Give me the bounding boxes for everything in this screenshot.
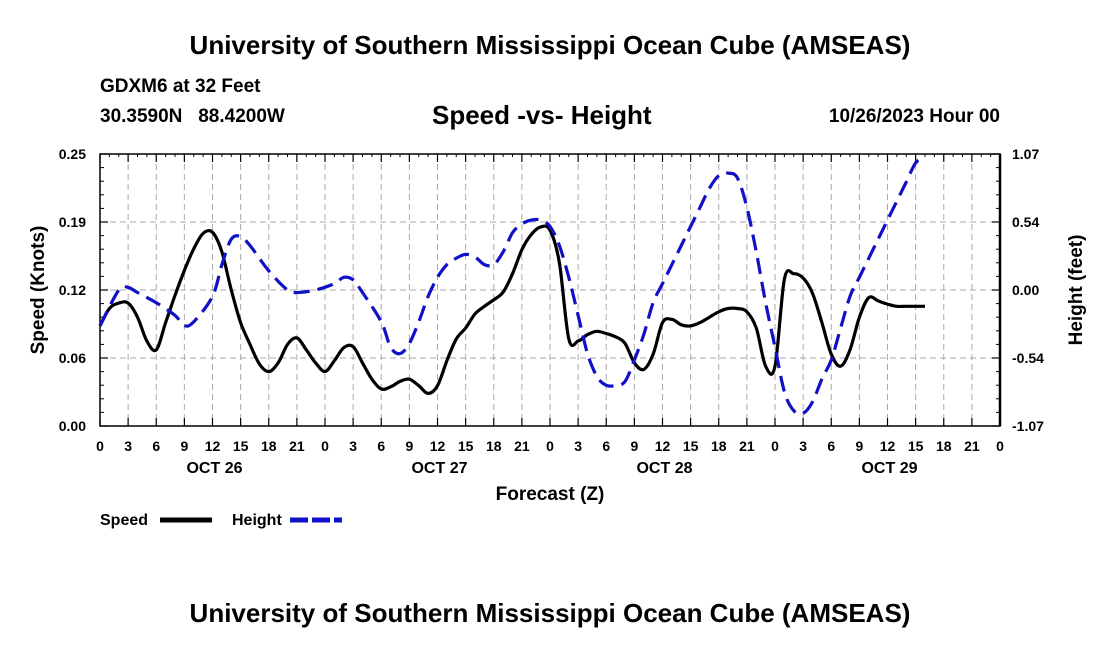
footer-title: University of Southern Mississippi Ocean… [189, 598, 911, 628]
grid [100, 154, 1000, 426]
x-tick-label: 0 [321, 438, 329, 454]
chart-title: Speed -vs- Height [432, 100, 652, 130]
x-tick-label: 6 [827, 438, 835, 454]
x-day-label: OCT 28 [636, 460, 692, 477]
y-tick-label: 0.12 [59, 282, 86, 298]
legend-height-label: Height [232, 512, 282, 529]
y-tick-label: 0.06 [59, 350, 86, 366]
x-tick-label: 9 [405, 438, 413, 454]
x-tick-label: 15 [908, 438, 924, 454]
x-tick-label: 9 [855, 438, 863, 454]
x-tick-label: 9 [630, 438, 638, 454]
legend-speed-label: Speed [100, 512, 148, 529]
speed-series-line [98, 224, 925, 395]
y-axis-title: Speed (Knots) [28, 226, 49, 355]
x-tick-label: 0 [546, 438, 554, 454]
x-tick-label: 3 [574, 438, 582, 454]
x-tick-label: 21 [739, 438, 755, 454]
x-tick-label: 3 [349, 438, 357, 454]
x-day-label: OCT 29 [861, 460, 917, 477]
axis-labels: 0 3 6 9 12 15 18 21 0 3 6 9 12 15 18 21 0 3 6 9 12 15 18 21 0 3 6 9… [28, 146, 1087, 505]
x-tick-label: 6 [602, 438, 610, 454]
x-tick-label: 15 [683, 438, 699, 454]
station-coordinates: 30.3590N 88.4200W [100, 106, 285, 127]
x-tick-label: 3 [799, 438, 807, 454]
x-tick-label: 12 [205, 438, 221, 454]
page-title: University of Southern Mississippi Ocean… [189, 30, 911, 60]
x-tick-label: 12 [880, 438, 896, 454]
x-tick-label: 21 [964, 438, 980, 454]
x-tick-label: 21 [514, 438, 530, 454]
y2-axis-title: Height (feet) [1066, 235, 1087, 346]
x-tick-label: 18 [936, 438, 952, 454]
axis-ticks [99, 153, 1002, 427]
x-tick-label: 6 [152, 438, 160, 454]
y2-tick-label: -0.54 [1012, 350, 1044, 366]
x-tick-label: 0 [96, 438, 104, 454]
station-label: GDXM6 at 32 Feet [100, 76, 261, 97]
x-axis-title: Forecast (Z) [496, 484, 605, 505]
x-tick-label: 18 [261, 438, 277, 454]
legend: Speed Height [100, 512, 342, 529]
x-tick-label: 21 [289, 438, 305, 454]
y2-tick-label: 0.54 [1012, 214, 1039, 230]
x-tick-label: 6 [377, 438, 385, 454]
height-series-line [98, 155, 926, 416]
series [98, 155, 926, 416]
y2-tick-label: 0.00 [1012, 282, 1039, 298]
x-tick-label: 3 [124, 438, 132, 454]
x-tick-label: 18 [486, 438, 502, 454]
x-tick-label: 12 [430, 438, 446, 454]
y-tick-label: 0.19 [59, 214, 86, 230]
x-tick-label: 0 [771, 438, 779, 454]
x-tick-label: 12 [655, 438, 671, 454]
x-day-label: OCT 27 [411, 460, 467, 477]
x-tick-label: 0 [996, 438, 1004, 454]
y-tick-label: 0.00 [59, 418, 86, 434]
x-day-label: OCT 26 [186, 460, 242, 477]
y2-tick-label: -1.07 [1012, 418, 1044, 434]
x-tick-label: 15 [233, 438, 249, 454]
x-tick-label: 18 [711, 438, 727, 454]
x-tick-label: 15 [458, 438, 474, 454]
y2-tick-label: 1.07 [1012, 146, 1039, 162]
y-tick-label: 0.25 [59, 146, 86, 162]
forecast-date: 10/26/2023 Hour 00 [828, 106, 1000, 127]
x-tick-label: 9 [180, 438, 188, 454]
